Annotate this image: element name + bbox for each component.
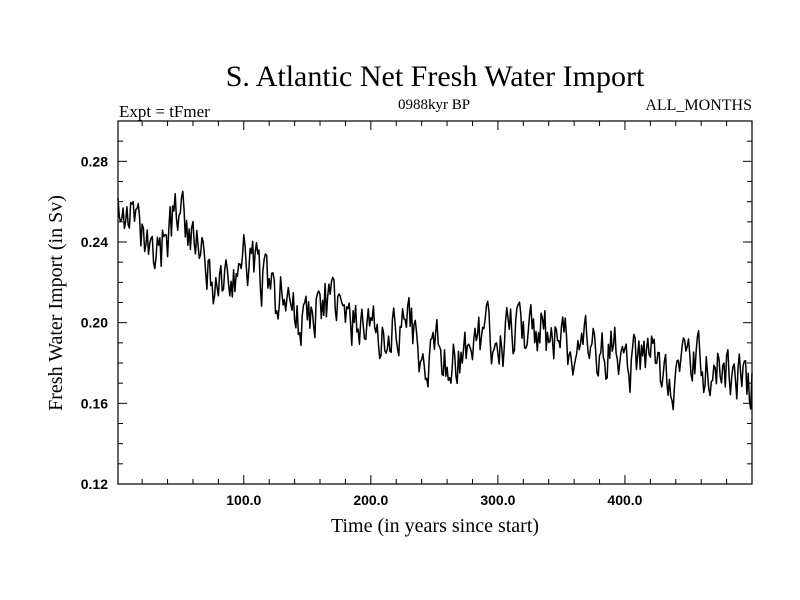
y-tick-label: 0.24 bbox=[81, 234, 108, 250]
y-axis-label: Fresh Water Import (in Sv) bbox=[45, 195, 67, 411]
y-tick-label: 0.20 bbox=[81, 315, 108, 331]
experiment-label: Expt = tFmer bbox=[119, 102, 210, 121]
y-tick-label: 0.12 bbox=[81, 476, 108, 492]
tick-labels: 100.0 200.0 300.0 400.0 0.12 0.16 0.20 0.24 0.28 bbox=[81, 153, 643, 508]
x-tick-label: 400.0 bbox=[607, 492, 642, 508]
x-tick-label: 100.0 bbox=[226, 492, 261, 508]
fresh-water-import-line bbox=[117, 190, 753, 411]
chart-title: S. Atlantic Net Fresh Water Import bbox=[226, 60, 645, 93]
y-tick-label: 0.28 bbox=[81, 153, 108, 169]
x-tick-label: 200.0 bbox=[353, 492, 388, 508]
x-axis-label: Time (in years since start) bbox=[331, 515, 539, 537]
plot-frame bbox=[117, 120, 753, 485]
axis-ticks bbox=[118, 121, 752, 484]
x-tick-label: 300.0 bbox=[480, 492, 515, 508]
y-tick-label: 0.16 bbox=[81, 395, 108, 411]
months-label: ALL_MONTHS bbox=[645, 97, 752, 114]
period-label: 0988kyr BP bbox=[398, 97, 470, 113]
